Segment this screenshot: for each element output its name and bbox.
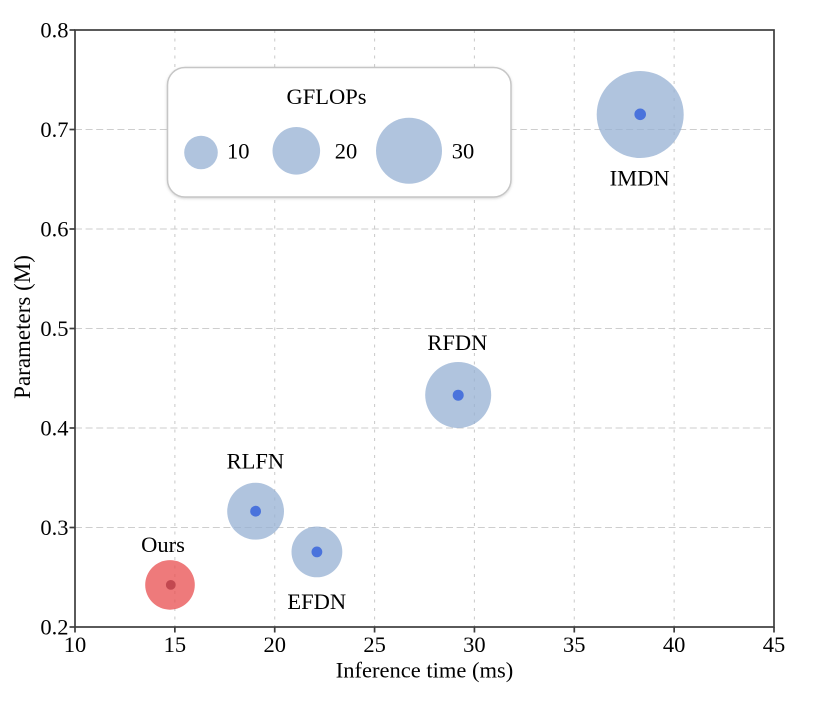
- svg-text:0.5: 0.5: [40, 316, 68, 341]
- svg-text:25: 25: [363, 632, 386, 657]
- svg-text:40: 40: [663, 632, 686, 657]
- svg-text:20: 20: [335, 139, 358, 164]
- svg-text:15: 15: [164, 632, 187, 657]
- svg-text:10: 10: [227, 139, 250, 164]
- svg-text:EFDN: EFDN: [287, 589, 346, 614]
- svg-text:Inference time (ms): Inference time (ms): [336, 658, 513, 683]
- svg-text:Ours: Ours: [141, 532, 185, 557]
- svg-text:GFLOPs: GFLOPs: [286, 84, 366, 109]
- svg-text:10: 10: [64, 632, 87, 657]
- svg-text:0.7: 0.7: [40, 117, 68, 142]
- svg-text:30: 30: [452, 139, 475, 164]
- svg-text:Parameters (M): Parameters (M): [10, 255, 35, 399]
- svg-text:IMDN: IMDN: [610, 166, 670, 191]
- svg-text:RFDN: RFDN: [427, 330, 487, 355]
- svg-text:0.6: 0.6: [40, 217, 68, 242]
- svg-text:0.2: 0.2: [40, 615, 68, 640]
- svg-text:20: 20: [263, 632, 286, 657]
- svg-text:30: 30: [463, 632, 486, 657]
- svg-text:35: 35: [563, 632, 586, 657]
- svg-text:0.4: 0.4: [40, 416, 68, 441]
- svg-text:RLFN: RLFN: [227, 449, 285, 474]
- svg-text:0.3: 0.3: [40, 515, 68, 540]
- svg-text:0.8: 0.8: [40, 18, 68, 43]
- svg-text:45: 45: [763, 632, 786, 657]
